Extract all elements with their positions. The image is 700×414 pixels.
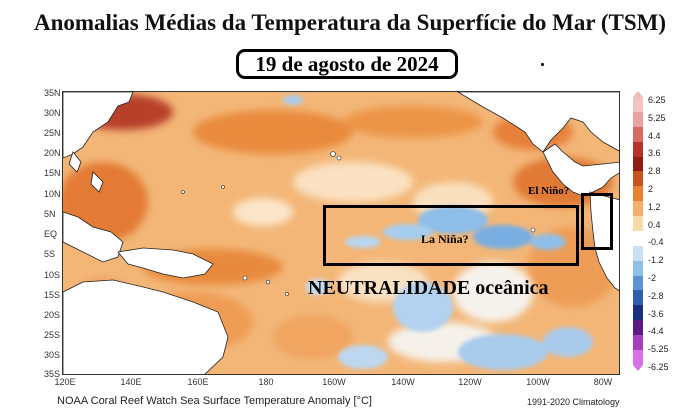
el-nino-box [581,193,613,250]
colorbar-tick-label: 5.25 [648,112,666,123]
colorbar-segment [633,305,643,321]
lon-label: 140E [120,377,142,387]
la-nina-box [323,205,579,266]
lat-label: 15N [44,168,61,178]
colorbar-tick-label: 2 [648,184,654,194]
colorbar-tick-label: 6.25 [648,95,666,105]
landmasses [63,92,619,374]
colorbar-segment [633,111,643,127]
lat-label: 10N [44,189,61,199]
colorbar-tick-label: 1.2 [648,201,661,212]
lat-label: 20N [44,148,61,158]
dot-mark [541,63,544,66]
cool-patches [283,95,593,370]
date-box: 19 de agosto de 2024 [236,49,458,79]
colorbar-tick-label: -0.4 [648,237,664,248]
lat-label: 35S [44,369,61,379]
lon-label: 80W [593,377,613,387]
lat-label: 30S [44,350,61,360]
colorbar-tick-label: -4.4 [648,326,664,337]
colorbar-segment [633,230,643,246]
colorbar-tick-label: 2.8 [648,166,661,177]
colorbar-tick-label: 4.4 [648,130,661,141]
colorbar-tick-label: -1.2 [648,255,664,266]
lon-label: 120W [458,377,482,387]
lat-label: 25N [44,128,61,138]
colorbar-top-arrow [633,91,643,97]
colorbar-tick-label: 0.4 [648,219,661,230]
lat-label: 30N [44,108,61,118]
lat-label: 35N [44,88,61,98]
colorbar [633,97,643,365]
colorbar-segment [633,275,643,291]
colorbar-segment [633,186,643,202]
sst-anomaly-map [62,91,620,375]
colorbar-tick-label: 3.6 [648,148,661,159]
lon-label: 120E [54,377,76,387]
source-caption: NOAA Coral Reef Watch Sea Surface Temper… [57,395,372,407]
colorbar-tick-label: -2.8 [648,290,664,301]
lon-label: 140W [391,377,415,387]
neutrality-label: NEUTRALIDADE oceânica [308,277,549,299]
lat-label: 15S [44,290,61,300]
colorbar-segment [633,216,643,231]
climatology-caption: 1991-2020 Climatology [527,397,620,407]
islands [181,151,536,296]
lat-label: 5S [44,249,56,259]
colorbar-segment [633,260,643,276]
colorbar-segment [633,335,643,350]
chart-title: Anomalias Médias da Temperatura da Super… [33,10,667,35]
colorbar-segment [633,126,643,142]
colorbar-segment [633,141,643,157]
lat-label: 10S [44,270,61,280]
la-nina-label: La Niña? [421,232,469,246]
colorbar-segment [633,97,643,112]
lon-label: 100W [526,377,550,387]
colorbar-segment [633,290,643,306]
colorbar-bottom-arrow [633,365,643,371]
colorbar-segment [633,320,643,335]
el-nino-label: El Niño? [528,185,570,197]
colorbar-tick-label: -2 [648,273,657,283]
colorbar-segment [633,349,643,365]
colorbar-tick-label: -6.25 [648,362,669,372]
lat-label: EQ [44,229,58,239]
colorbar-segment [633,156,643,172]
colorbar-segment [633,245,643,261]
lon-label: 160W [322,377,346,387]
colorbar-segment [633,201,643,216]
lon-label: 180 [258,377,274,387]
lat-label: 5N [44,209,56,219]
colorbar-tick-label: -5.25 [648,344,669,355]
lon-label: 160E [187,377,209,387]
lat-label: 25S [44,330,61,340]
colorbar-tick-label: -3.6 [648,308,664,319]
map-graphic [63,92,619,374]
colorbar-segment [633,171,643,187]
lat-label: 20S [44,310,61,320]
